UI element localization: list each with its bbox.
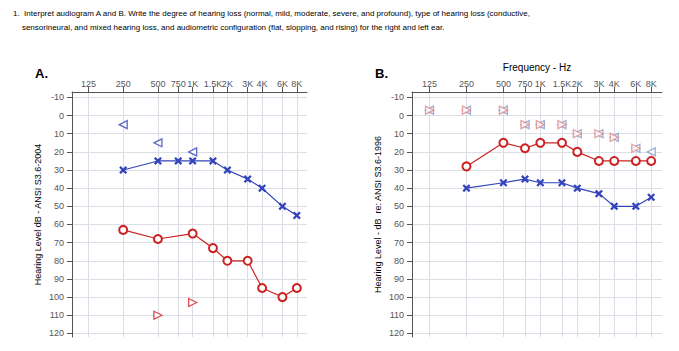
svg-text:sensorineural, and mixed heari: sensorineural, and mixed hearing loss, a… — [13, 23, 444, 32]
svg-text:A.: A. — [35, 66, 48, 81]
svg-text:250: 250 — [116, 79, 131, 89]
svg-text:40: 40 — [394, 183, 404, 193]
svg-text:8K: 8K — [291, 79, 302, 89]
svg-text:40: 40 — [54, 183, 64, 193]
svg-text:10: 10 — [54, 129, 64, 139]
svg-text:90: 90 — [54, 274, 64, 284]
svg-text:0: 0 — [59, 111, 64, 121]
svg-text:Hearing Level - dB re: ANSI S: Hearing Level - dB re: ANSI S3.6-1996 — [373, 136, 383, 293]
svg-text:500: 500 — [496, 79, 511, 89]
svg-text:50: 50 — [394, 201, 404, 211]
svg-text:1K: 1K — [535, 79, 546, 89]
svg-text:120: 120 — [389, 328, 404, 338]
svg-text:-10: -10 — [51, 92, 64, 102]
svg-text:100: 100 — [49, 292, 64, 302]
svg-text:750: 750 — [171, 79, 186, 89]
svg-text:0: 0 — [399, 111, 404, 121]
svg-text:2K: 2K — [572, 79, 583, 89]
svg-text:3K: 3K — [242, 79, 253, 89]
svg-text:1K: 1K — [187, 79, 198, 89]
svg-text:110: 110 — [50, 310, 64, 320]
svg-text:80: 80 — [54, 256, 64, 266]
svg-text:1. Interpret audiogram A and: 1. Interpret audiogram A and B. Write th… — [13, 9, 530, 18]
svg-text:60: 60 — [394, 219, 404, 229]
svg-text:30: 30 — [54, 165, 64, 175]
svg-text:70: 70 — [394, 238, 404, 248]
svg-text:750: 750 — [517, 79, 532, 89]
svg-text:20: 20 — [54, 147, 64, 157]
svg-text:Hearing Level dB - ANSI S3.6-2: Hearing Level dB - ANSI S3.6-2004 — [33, 144, 43, 286]
svg-text:20: 20 — [394, 147, 404, 157]
svg-text:3K: 3K — [593, 79, 604, 89]
svg-text:1.5K: 1.5K — [204, 79, 223, 89]
svg-text:500: 500 — [150, 79, 165, 89]
svg-text:Frequency - Hz: Frequency - Hz — [503, 62, 571, 73]
svg-text:50: 50 — [54, 201, 64, 211]
svg-text:80: 80 — [394, 256, 404, 266]
svg-text:125: 125 — [81, 79, 96, 89]
svg-text:6K: 6K — [630, 79, 641, 89]
svg-text:120: 120 — [49, 328, 64, 338]
svg-text:1.5K: 1.5K — [553, 79, 572, 89]
svg-text:70: 70 — [54, 238, 64, 248]
svg-text:250: 250 — [459, 79, 474, 89]
svg-text:8K: 8K — [646, 79, 657, 89]
svg-text:110: 110 — [390, 310, 404, 320]
svg-text:30: 30 — [394, 165, 404, 175]
svg-text:4K: 4K — [257, 79, 268, 89]
svg-text:90: 90 — [394, 274, 404, 284]
svg-text:2K: 2K — [222, 79, 233, 89]
svg-text:125: 125 — [422, 79, 437, 89]
svg-text:60: 60 — [54, 219, 64, 229]
svg-text:-10: -10 — [391, 92, 404, 102]
svg-text:4K: 4K — [609, 79, 620, 89]
svg-text:10: 10 — [394, 129, 404, 139]
svg-text:100: 100 — [389, 292, 404, 302]
svg-text:6K: 6K — [277, 79, 288, 89]
svg-text:B.: B. — [375, 66, 388, 81]
